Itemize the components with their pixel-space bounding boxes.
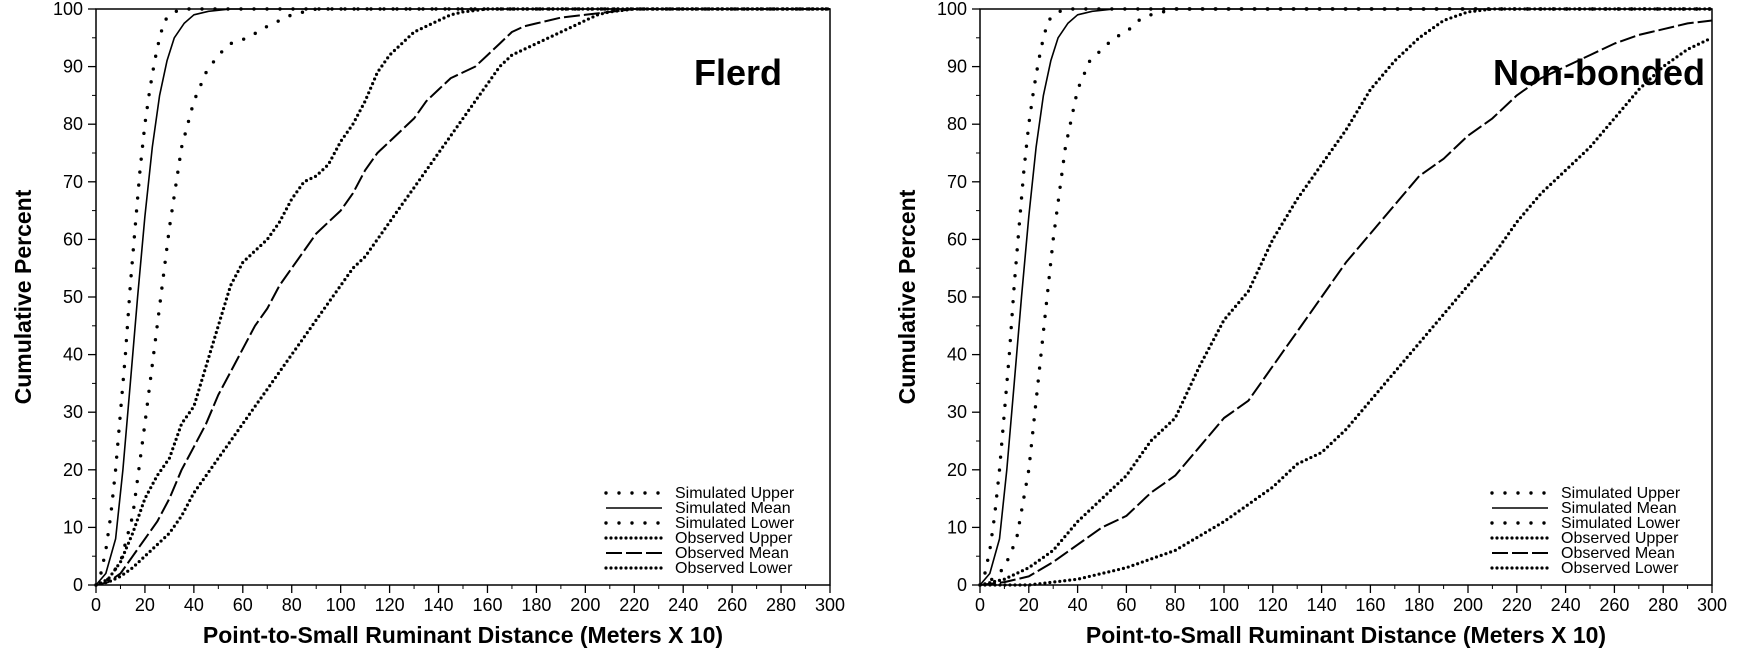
x-tick-label: 220 bbox=[619, 595, 649, 615]
y-tick-label: 50 bbox=[947, 287, 967, 307]
x-tick-label: 220 bbox=[1502, 595, 1532, 615]
series-line-observed-mean bbox=[979, 19, 1713, 586]
legend-label: Simulated Upper bbox=[675, 485, 795, 502]
y-tick-label: 10 bbox=[63, 517, 83, 537]
x-tick-label: 160 bbox=[472, 595, 502, 615]
series-line-simulated-upper bbox=[978, 7, 1714, 587]
x-tick-label: 240 bbox=[668, 595, 698, 615]
series-line-observed-lower bbox=[94, 7, 832, 587]
y-tick-label: 30 bbox=[947, 402, 967, 422]
x-tick-label: 80 bbox=[1165, 595, 1185, 615]
x-tick-label: 140 bbox=[1307, 595, 1337, 615]
x-axis-title: Point-to-Small Ruminant Distance (Meters… bbox=[203, 622, 723, 648]
y-tick-label: 20 bbox=[947, 460, 967, 480]
y-tick-label: 10 bbox=[947, 517, 967, 537]
y-tick-label: 0 bbox=[957, 575, 967, 595]
y-tick-label: 80 bbox=[63, 114, 83, 134]
series-line-simulated-mean bbox=[95, 8, 830, 586]
x-tick-label: 120 bbox=[375, 595, 405, 615]
x-tick-label: 180 bbox=[1404, 595, 1434, 615]
y-tick-label: 100 bbox=[53, 0, 83, 19]
x-axis-title: Point-to-Small Ruminant Distance (Meters… bbox=[1086, 622, 1606, 648]
y-tick-label: 90 bbox=[947, 57, 967, 77]
y-tick-label: 70 bbox=[63, 172, 83, 192]
x-tick-label: 300 bbox=[1697, 595, 1727, 615]
x-tick-label: 20 bbox=[135, 595, 155, 615]
legend-label: Observed Upper bbox=[1561, 530, 1679, 547]
x-tick-label: 200 bbox=[1453, 595, 1483, 615]
legend-label: Observed Mean bbox=[1561, 545, 1675, 562]
legend-label: Simulated Lower bbox=[1561, 515, 1681, 532]
x-tick-label: 0 bbox=[975, 595, 985, 615]
x-tick-label: 60 bbox=[1116, 595, 1136, 615]
x-tick-label: 260 bbox=[1599, 595, 1629, 615]
chart-panel-2: 0 20 40 60 80 100 120 140 160 180 200 220 240 260 280 3… bbox=[894, 0, 1727, 648]
x-tick-label: 140 bbox=[424, 595, 454, 615]
x-tick-label: 240 bbox=[1551, 595, 1581, 615]
y-axis-title: Cumulative Percent bbox=[10, 189, 36, 404]
chart-panel-1: 0 20 40 60 80 100 120 140 160 180 200 220 240 260 280 3… bbox=[10, 0, 845, 648]
x-tick-label: 100 bbox=[1209, 595, 1239, 615]
legend-label: Observed Lower bbox=[1561, 560, 1679, 577]
y-tick-label: 90 bbox=[63, 57, 83, 77]
y-tick-label: 30 bbox=[63, 402, 83, 422]
legend-label: Observed Upper bbox=[675, 530, 793, 547]
x-tick-label: 80 bbox=[282, 595, 302, 615]
series-line-simulated-lower bbox=[94, 7, 832, 587]
x-tick-label: 20 bbox=[1019, 595, 1039, 615]
series-line-observed-mean bbox=[95, 8, 830, 586]
legend-label: Simulated Upper bbox=[1561, 485, 1681, 502]
y-tick-label: 20 bbox=[63, 460, 83, 480]
y-tick-label: 40 bbox=[63, 345, 83, 365]
legend-label: Observed Mean bbox=[675, 545, 789, 562]
y-tick-label: 40 bbox=[947, 345, 967, 365]
x-tick-label: 180 bbox=[521, 595, 551, 615]
y-tick-label: 0 bbox=[73, 575, 83, 595]
x-tick-label: 40 bbox=[1068, 595, 1088, 615]
y-tick-label: 70 bbox=[947, 172, 967, 192]
x-tick-label: 280 bbox=[766, 595, 796, 615]
x-tick-label: 260 bbox=[717, 595, 747, 615]
series-line-simulated-lower bbox=[978, 7, 1714, 587]
series-line-observed-upper bbox=[94, 7, 832, 587]
series-line-simulated-mean bbox=[979, 8, 1712, 586]
x-tick-label: 40 bbox=[184, 595, 204, 615]
x-tick-label: 60 bbox=[233, 595, 253, 615]
x-tick-label: 280 bbox=[1648, 595, 1678, 615]
chart-title: Non-bonded bbox=[1493, 52, 1705, 93]
y-tick-label: 80 bbox=[947, 114, 967, 134]
x-tick-label: 200 bbox=[570, 595, 600, 615]
legend-label: Simulated Lower bbox=[675, 515, 795, 532]
y-axis-title: Cumulative Percent bbox=[894, 189, 920, 404]
x-tick-label: 0 bbox=[91, 595, 101, 615]
series-line-observed-lower bbox=[978, 36, 1714, 587]
x-tick-label: 300 bbox=[815, 595, 845, 615]
y-tick-label: 60 bbox=[947, 229, 967, 249]
x-tick-label: 100 bbox=[326, 595, 356, 615]
series-line-observed-upper bbox=[978, 7, 1714, 587]
legend-label: Simulated Mean bbox=[1561, 500, 1677, 517]
y-tick-label: 100 bbox=[937, 0, 967, 19]
x-tick-label: 120 bbox=[1258, 595, 1288, 615]
chart-title: Flerd bbox=[694, 52, 782, 93]
legend-label: Simulated Mean bbox=[675, 500, 791, 517]
legend-label: Observed Lower bbox=[675, 560, 793, 577]
x-tick-label: 160 bbox=[1355, 595, 1385, 615]
y-tick-label: 60 bbox=[63, 229, 83, 249]
series-line-simulated-upper bbox=[94, 7, 832, 587]
y-tick-label: 50 bbox=[63, 287, 83, 307]
